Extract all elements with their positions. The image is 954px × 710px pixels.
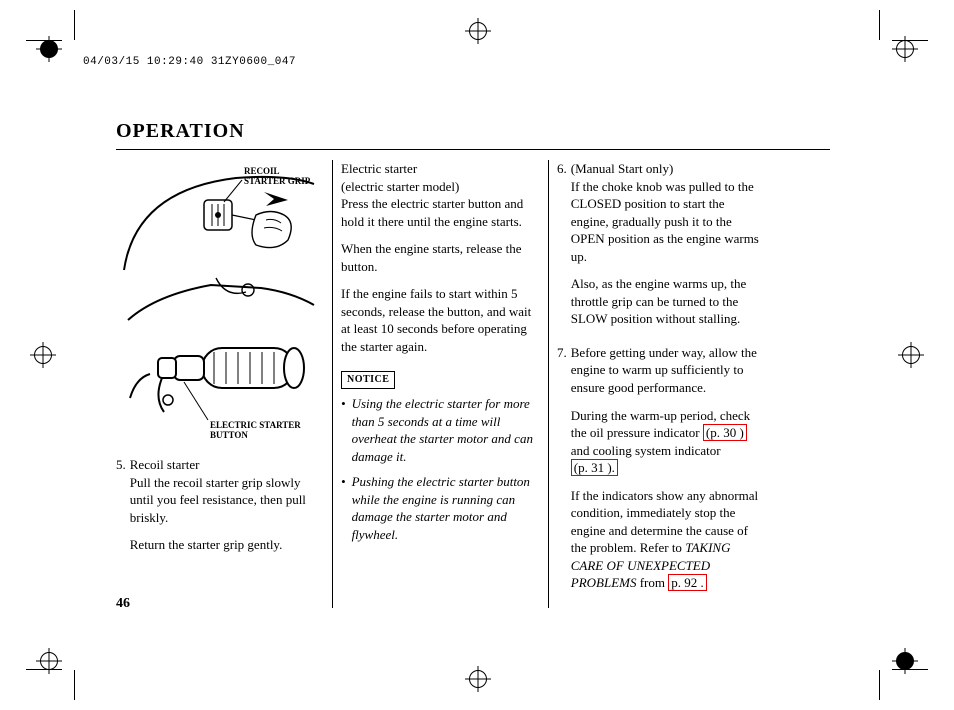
step-text-with-refs: If the indicators show any abnormal cond… [571,487,764,592]
crop-mark [879,10,880,40]
page-number: 46 [116,596,130,612]
warning-2: • Pushing the electric starter button wh… [341,473,540,543]
page-title: OPERATION [116,120,830,143]
header-stamp: 04/03/15 10:29:40 31ZY0600_047 [83,56,296,68]
step-body: Recoil starter Pull the recoil starter g… [130,456,324,554]
step-text: Also, as the engine warms up, the thrott… [571,275,764,328]
text: and cooling system indicator [571,443,721,458]
step-number: 6. [557,160,567,338]
columns: RECOIL STARTER GRIP [116,160,830,608]
warning-1: • Using the electric starter for more th… [341,395,540,465]
step-number: 5. [116,456,126,554]
warning-text: Pushing the electric starter button whil… [352,473,540,543]
page-ref-30[interactable]: (p. 30 ) [703,424,747,441]
crop-mark [879,670,880,700]
es-model: (electric starter model) [341,178,540,196]
step-5: 5. Recoil starter Pull the recoil starte… [116,456,324,554]
bullet-dot: • [341,395,346,465]
electric-starter-illustration [116,328,316,424]
es-press: Press the electric starter button and ho… [341,195,540,230]
es-title: Electric starter [341,160,540,178]
step-title: Recoil starter [130,456,324,474]
column-1: RECOIL STARTER GRIP [116,160,332,608]
registration-mark [465,18,491,44]
page-content: OPERATION RECOIL STARTER GRIP [116,120,830,608]
step-number: 7. [557,344,567,602]
title-rule [116,149,830,150]
registration-mark [892,648,918,674]
step-6: 6. (Manual Start only) If the choke knob… [557,160,764,338]
warning-text: Using the electric starter for more than… [352,395,540,465]
step-7: 7. Before getting under way, allow the e… [557,344,764,602]
figure-recoil: RECOIL STARTER GRIP [116,160,324,328]
step-body: (Manual Start only) If the choke knob wa… [571,160,764,338]
step-text: Return the starter grip gently. [130,536,324,554]
registration-mark [36,648,62,674]
step-title: (Manual Start only) [571,160,764,178]
text: from [636,575,668,590]
figure-label-recoil: RECOIL STARTER GRIP [244,166,310,187]
step-text-with-refs: During the warm-up period, check the oil… [571,407,764,477]
page-ref-31[interactable]: (p. 31 ). [571,459,618,476]
registration-mark [36,36,62,62]
step-text: Before getting under way, allow the engi… [571,344,764,397]
crop-mark [74,670,75,700]
crop-mark [74,10,75,40]
figure-label-button: ELECTRIC STARTER BUTTON [210,420,301,441]
column-2: Electric starter (electric starter model… [332,160,548,608]
es-release: When the engine starts, release the butt… [341,240,540,275]
registration-mark [30,342,56,368]
figure-electric-starter: ELECTRIC STARTER BUTTON [116,328,324,456]
registration-mark [898,342,924,368]
es-fail: If the engine fails to start within 5 se… [341,285,540,355]
page-ref-92[interactable]: p. 92 . [668,574,707,591]
bullet-dot: • [341,473,346,543]
column-3: 6. (Manual Start only) If the choke knob… [548,160,764,608]
registration-mark [465,666,491,692]
step-text: Pull the recoil starter grip slowly unti… [130,474,324,527]
notice-box: NOTICE [341,371,395,389]
registration-mark [892,36,918,62]
step-text: If the choke knob was pulled to the CLOS… [571,178,764,266]
step-body: Before getting under way, allow the engi… [571,344,764,602]
